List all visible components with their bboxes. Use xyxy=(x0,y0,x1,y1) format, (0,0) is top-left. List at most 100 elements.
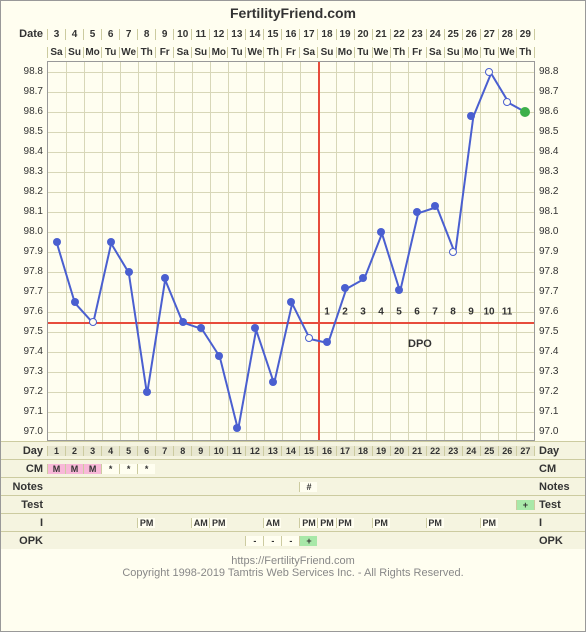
temp-point xyxy=(125,268,133,276)
data-cell: + xyxy=(516,500,535,510)
y-tick: 98.2 xyxy=(1,181,47,201)
dpo-label: 4 xyxy=(378,307,384,318)
temp-point xyxy=(287,298,295,306)
dpo-label: 9 xyxy=(468,307,474,318)
row-label-right: Test xyxy=(535,499,585,511)
temp-point xyxy=(341,284,349,292)
data-cell: # xyxy=(299,482,317,492)
weekday-cell: Mo xyxy=(462,47,480,58)
data-cell: 5 xyxy=(119,446,137,456)
y-axis-left: 98.898.798.698.598.498.398.298.198.097.9… xyxy=(1,61,47,441)
temp-point xyxy=(305,334,313,342)
date-cell: 3 xyxy=(47,29,65,40)
date-cell: 15 xyxy=(263,29,281,40)
data-cell: PM xyxy=(372,518,390,528)
weekday-cell: We xyxy=(372,47,390,58)
data-cell: 6 xyxy=(137,446,155,456)
weekday-cell: Th xyxy=(516,47,535,58)
weekday-cell: Mo xyxy=(83,47,101,58)
data-cell: 8 xyxy=(173,446,191,456)
date-cell: 7 xyxy=(119,29,137,40)
data-cell: 11 xyxy=(227,446,245,456)
y-tick: 97.2 xyxy=(535,381,585,401)
y-tick: 98.7 xyxy=(1,81,47,101)
temp-point xyxy=(197,324,205,332)
temp-point xyxy=(520,107,530,117)
y-tick: 98.3 xyxy=(535,161,585,181)
temp-point xyxy=(431,202,439,210)
data-cell: 17 xyxy=(336,446,354,456)
y-tick: 97.8 xyxy=(535,261,585,281)
data-cell: 9 xyxy=(191,446,209,456)
y-tick: 98.6 xyxy=(535,101,585,121)
data-cell: PM xyxy=(137,518,155,528)
data-cell: PM xyxy=(336,518,354,528)
y-axis-right: 98.898.798.698.598.498.398.298.198.097.9… xyxy=(535,61,585,441)
y-tick: 98.0 xyxy=(1,221,47,241)
temp-point xyxy=(467,112,475,120)
date-cell: 14 xyxy=(245,29,263,40)
dpo-label: 6 xyxy=(414,307,420,318)
data-row: Day1234567891011121314151617181920212223… xyxy=(1,441,585,459)
y-tick: 97.0 xyxy=(535,421,585,441)
data-rows: Day1234567891011121314151617181920212223… xyxy=(1,441,585,549)
plot-area: 1234567891011DPO xyxy=(47,61,535,441)
y-tick: 97.5 xyxy=(1,321,47,341)
temp-point xyxy=(107,238,115,246)
date-cell: 28 xyxy=(498,29,516,40)
row-label-right: I xyxy=(535,517,585,529)
temp-point xyxy=(269,378,277,386)
data-cell: 26 xyxy=(498,446,516,456)
y-tick: 98.8 xyxy=(1,61,47,81)
temp-point xyxy=(323,338,331,346)
data-cell: 27 xyxy=(516,446,535,456)
y-tick: 98.3 xyxy=(1,161,47,181)
weekday-cell: Tu xyxy=(354,47,372,58)
y-tick: 97.6 xyxy=(535,301,585,321)
date-cell: 26 xyxy=(462,29,480,40)
data-cell: - xyxy=(263,536,281,546)
data-cell: PM xyxy=(299,518,317,528)
row-label: OPK xyxy=(1,535,47,547)
weekday-cell: Fr xyxy=(155,47,173,58)
chart-container: FertilityFriend.com Date 345678910111213… xyxy=(0,0,586,632)
data-row: OPK---+OPK xyxy=(1,531,585,549)
date-cell: 20 xyxy=(354,29,372,40)
data-cell: PM xyxy=(480,518,498,528)
y-tick: 97.6 xyxy=(1,301,47,321)
y-tick: 97.2 xyxy=(1,381,47,401)
y-tick: 97.9 xyxy=(1,241,47,261)
y-tick: 97.4 xyxy=(535,341,585,361)
date-cell: 21 xyxy=(372,29,390,40)
date-cell: 23 xyxy=(408,29,426,40)
temp-point xyxy=(485,68,493,76)
weekday-cell: Sa xyxy=(426,47,444,58)
temp-point xyxy=(377,228,385,236)
row-label-right: Day xyxy=(535,445,585,457)
data-cell: 20 xyxy=(390,446,408,456)
data-cell: 1 xyxy=(47,446,65,456)
date-cell: 16 xyxy=(281,29,299,40)
dpo-label: 3 xyxy=(360,307,366,318)
dpo-text: DPO xyxy=(408,338,432,350)
y-tick: 97.3 xyxy=(1,361,47,381)
data-cell: 23 xyxy=(444,446,462,456)
y-tick: 98.2 xyxy=(535,181,585,201)
data-cell: - xyxy=(281,536,299,546)
row-label: Test xyxy=(1,499,47,511)
data-cell: * xyxy=(119,464,137,474)
row-label: Notes xyxy=(1,481,47,493)
data-cell: 18 xyxy=(354,446,372,456)
chart-area: Date 34567891011121314151617181920212223… xyxy=(1,25,585,549)
data-cell: PM xyxy=(317,518,335,528)
data-row: Notes#Notes xyxy=(1,477,585,495)
data-cell: 4 xyxy=(101,446,119,456)
date-cell: 24 xyxy=(426,29,444,40)
weekday-cell: Sa xyxy=(173,47,191,58)
y-tick: 98.1 xyxy=(535,201,585,221)
y-tick: 97.1 xyxy=(1,401,47,421)
weekday-cell: Fr xyxy=(408,47,426,58)
y-tick: 98.4 xyxy=(1,141,47,161)
dpo-label: 2 xyxy=(342,307,348,318)
y-tick: 97.7 xyxy=(1,281,47,301)
